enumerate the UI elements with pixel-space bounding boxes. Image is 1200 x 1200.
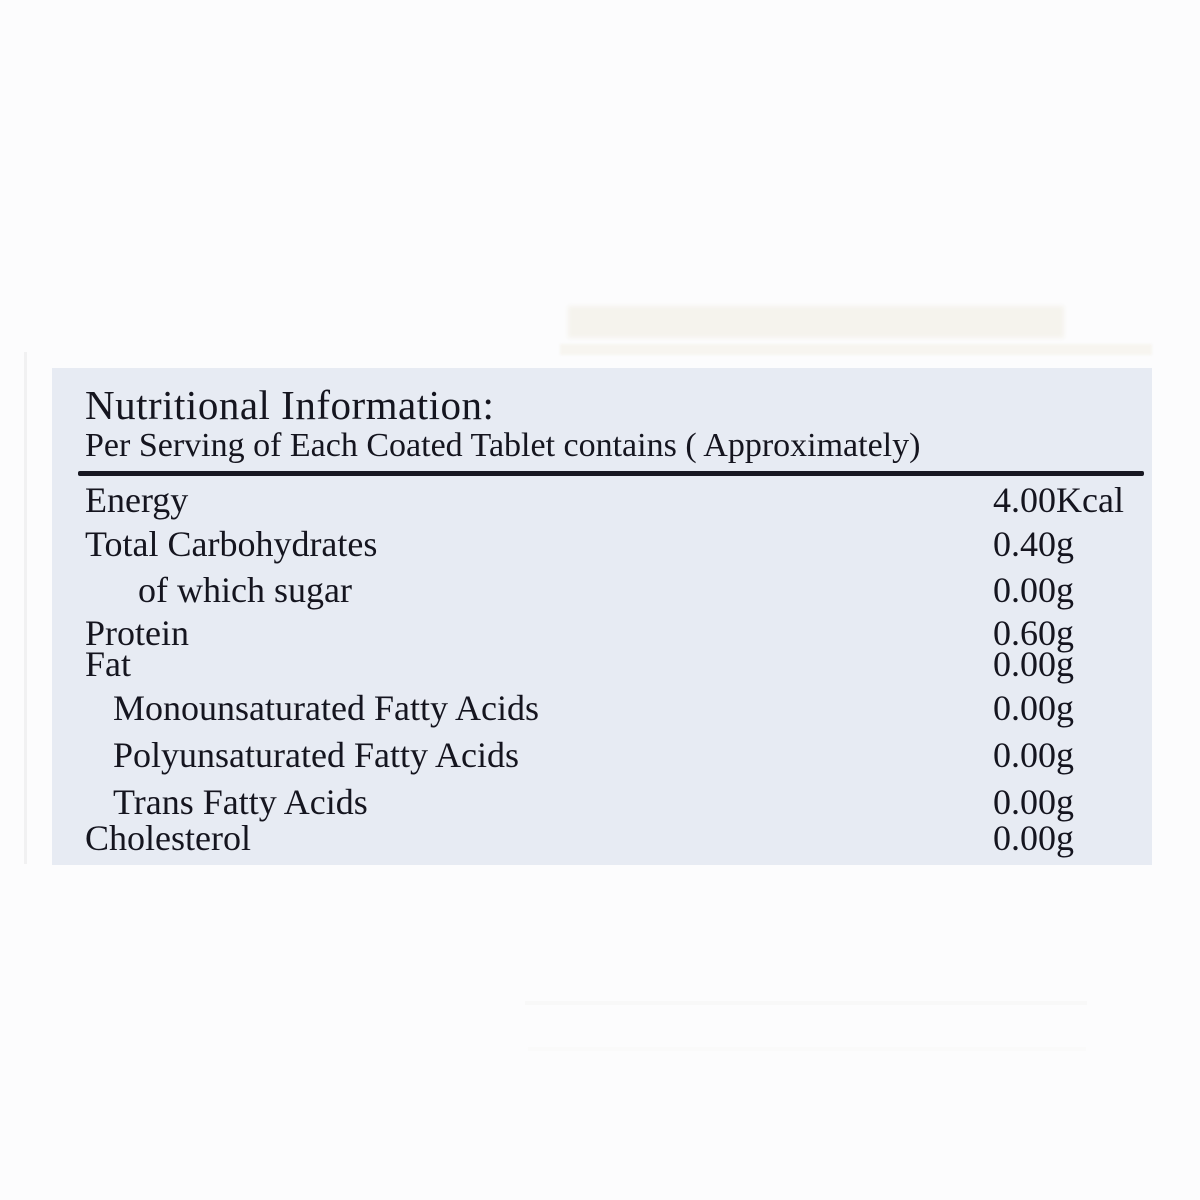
nutrient-name: Polyunsaturated Fatty Acids bbox=[113, 735, 519, 775]
nutrient-value: 0.60g bbox=[993, 613, 1074, 653]
nutrient-value: 0.00g bbox=[993, 782, 1074, 822]
nutrition-row-energy: Energy 4.00Kcal bbox=[85, 480, 1132, 524]
nutrient-name: Energy bbox=[85, 480, 189, 520]
nutrient-value: 4.00Kcal bbox=[993, 480, 1124, 520]
scan-artifact-bottom-line bbox=[528, 1047, 1086, 1051]
nutrition-row-polyunsaturated-fatty-acids: Polyunsaturated Fatty Acids 0.00g bbox=[85, 735, 1132, 782]
scan-artifact-vertical-line bbox=[24, 352, 27, 864]
nutrient-value: 0.40g bbox=[993, 524, 1074, 564]
nutrition-row-protein: Protein 0.60g bbox=[85, 613, 1132, 653]
nutrition-row-fat: Fat 0.00g bbox=[85, 644, 1132, 688]
nutrition-subtitle: Per Serving of Each Coated Tablet contai… bbox=[85, 427, 921, 464]
scan-artifact-line bbox=[560, 344, 1152, 355]
header-divider bbox=[78, 471, 1144, 476]
nutrient-name: Protein bbox=[85, 613, 189, 653]
scan-artifact-band bbox=[568, 306, 1064, 338]
nutrient-name: Cholesterol bbox=[85, 818, 251, 858]
nutrient-value: 0.00g bbox=[993, 570, 1074, 610]
nutrition-title: Nutritional Information: bbox=[85, 382, 495, 428]
nutrient-value: 0.00g bbox=[993, 735, 1074, 775]
nutrient-name: Monounsaturated Fatty Acids bbox=[113, 688, 539, 728]
nutrition-rows: Energy 4.00Kcal Total Carbohydrates 0.40… bbox=[85, 480, 1132, 858]
nutrition-row-of-which-sugar: of which sugar 0.00g bbox=[85, 570, 1132, 613]
nutrient-name: Fat bbox=[85, 644, 132, 684]
nutrient-name: of which sugar bbox=[138, 570, 352, 610]
nutrient-value: 0.00g bbox=[993, 644, 1074, 684]
nutrition-row-total-carbohydrates: Total Carbohydrates 0.40g bbox=[85, 524, 1132, 570]
scan-artifact-bottom-line bbox=[525, 1001, 1087, 1005]
nutrition-row-cholesterol: Cholesterol 0.00g bbox=[85, 818, 1132, 858]
nutrition-panel: Nutritional Information: Per Serving of … bbox=[52, 368, 1152, 865]
nutrient-value: 0.00g bbox=[993, 818, 1074, 858]
nutrition-row-monounsaturated-fatty-acids: Monounsaturated Fatty Acids 0.00g bbox=[85, 688, 1132, 735]
nutrient-name: Trans Fatty Acids bbox=[113, 782, 368, 822]
nutrition-row-trans-fatty-acids: Trans Fatty Acids 0.00g bbox=[85, 782, 1132, 822]
nutrient-value: 0.00g bbox=[993, 688, 1074, 728]
nutrient-name: Total Carbohydrates bbox=[85, 524, 378, 564]
